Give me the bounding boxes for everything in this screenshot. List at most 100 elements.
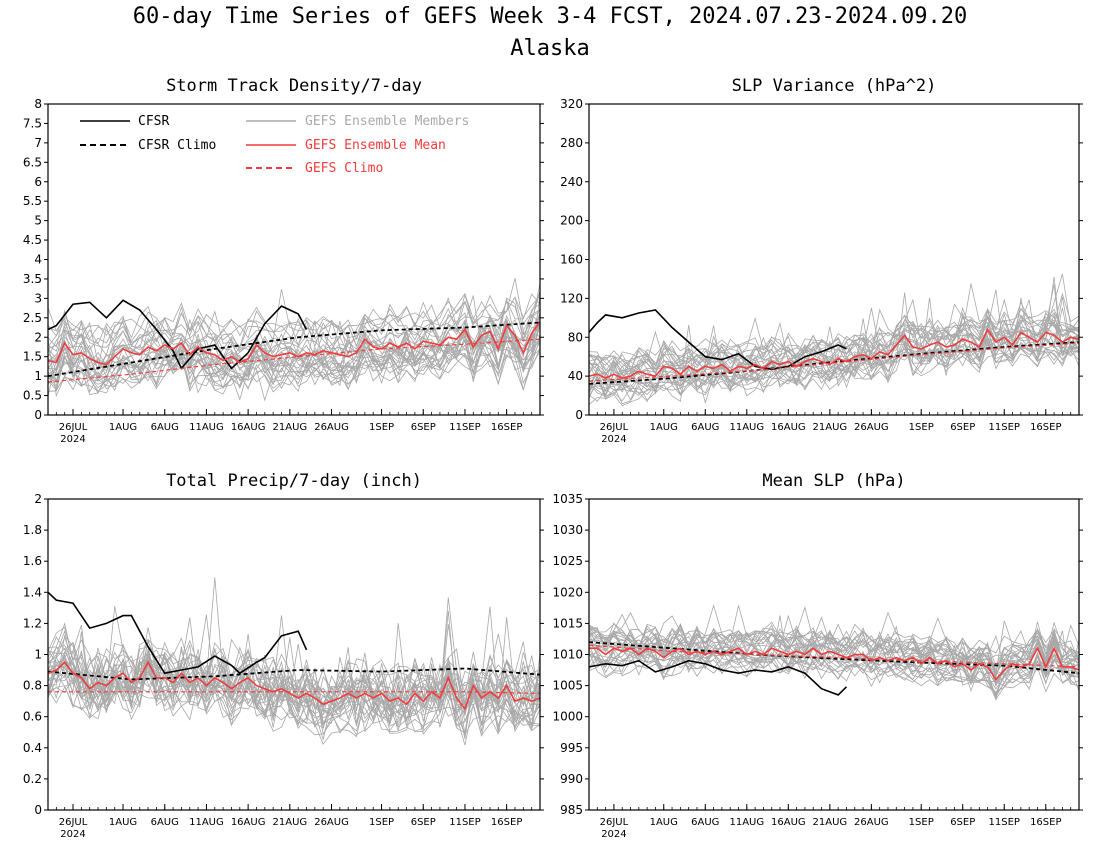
plot-area xyxy=(48,278,540,402)
x-tick-label: 6SEP xyxy=(950,817,975,828)
plot-frame xyxy=(47,498,541,811)
y-tick-label: 6 xyxy=(34,175,42,189)
x-tick-label: 21AUG xyxy=(273,817,308,828)
y-tick-label: 320 xyxy=(560,97,583,111)
x-tick-label: 11AUG xyxy=(189,422,224,433)
x-tick-label: 16AUG xyxy=(231,817,266,828)
y-tick-label: 80 xyxy=(568,330,583,344)
cfsr-line xyxy=(48,591,308,675)
y-tick-label: 1025 xyxy=(552,554,583,568)
ens-mean-line xyxy=(589,327,1079,379)
ensemble-member-line xyxy=(48,278,540,356)
ensemble-member-line xyxy=(48,337,540,401)
ensemble-member-line xyxy=(589,639,1079,688)
ensemble-member-line xyxy=(48,321,540,378)
cfsr-climo-line xyxy=(48,321,540,377)
cfsr-line xyxy=(48,299,308,370)
ensemble-member-line xyxy=(589,297,1079,401)
x-tick-label: 1SEP xyxy=(369,422,394,433)
chart-panel-1: Storm Track Density/7-day 0 0.5 1 1.5 2 2.5 3 3.… xyxy=(23,76,544,445)
y-tick-label: 0.4 xyxy=(23,741,42,755)
ensemble-member-line xyxy=(589,638,1079,697)
figure-subtitle: Alaska xyxy=(510,36,590,61)
ensemble-member-line xyxy=(589,308,1079,373)
x-tick-label: 11SEP xyxy=(449,817,480,828)
y-tick-label: 1010 xyxy=(552,648,583,662)
panel-title: SLP Variance (hPa^2) xyxy=(732,76,937,96)
panel-title: Total Precip/7-day (inch) xyxy=(166,471,422,491)
x-tick-label: 6SEP xyxy=(411,422,436,433)
legend: CFSR CFSR Climo GEFS Ensemble Members GEFS … xyxy=(80,114,469,176)
x-tick-label: 21AUG xyxy=(273,422,308,433)
y-tick-label: 1.6 xyxy=(23,554,42,568)
y-tick-label: 1.8 xyxy=(23,523,42,537)
ensemble-member-line xyxy=(48,646,540,717)
plot-area xyxy=(48,577,540,746)
x-tick-label: 16AUG xyxy=(231,422,266,433)
x-tick-label: 26JUL xyxy=(59,817,88,828)
x-tick-label: 11AUG xyxy=(729,817,764,828)
y-tick-label: 0.2 xyxy=(23,772,42,786)
x-tick-label: 6AUG xyxy=(151,817,179,828)
x-tick-label: 26JUL xyxy=(59,422,88,433)
y-tick-label: 2 xyxy=(34,492,42,506)
y-tick-label: 160 xyxy=(560,253,583,267)
x-tick-label: 11SEP xyxy=(449,422,480,433)
ensemble-member-line xyxy=(589,289,1079,397)
y-tick-label: 200 xyxy=(560,214,583,228)
ensemble-member-line xyxy=(589,651,1079,701)
plot-area xyxy=(589,273,1079,407)
x-tick-label: 1AUG xyxy=(109,422,137,433)
panel-title: Storm Track Density/7-day xyxy=(166,76,422,96)
cfsr-climo-line xyxy=(589,641,1079,675)
y-tick-label: 1.4 xyxy=(23,585,42,599)
x-tick-label: 16SEP xyxy=(491,422,522,433)
ensemble-member-line xyxy=(589,329,1079,398)
y-tick-label: 40 xyxy=(568,369,583,383)
x-tick-label: 11AUG xyxy=(729,422,764,433)
ensemble-member-line xyxy=(48,319,540,378)
ensemble-member-line xyxy=(589,622,1079,660)
ensemble-member-line xyxy=(48,292,540,342)
y-tick-label: 1020 xyxy=(552,585,583,599)
x-tick-label: 11SEP xyxy=(989,422,1020,433)
y-tick-label: 990 xyxy=(560,772,583,786)
x-tick-label: 1SEP xyxy=(369,817,394,828)
legend-label-ens-mean: GEFS Ensemble Mean xyxy=(305,138,446,153)
y-tick-label: 3.5 xyxy=(23,272,42,286)
x-tick-label: 16SEP xyxy=(491,817,522,828)
y-tick-label: 0.8 xyxy=(23,679,42,693)
x-tick-label: 11SEP xyxy=(989,817,1020,828)
ensemble-member-line xyxy=(589,325,1079,400)
x-tick-label: 26JUL xyxy=(600,817,629,828)
x-tick-label: 6SEP xyxy=(950,422,975,433)
x-tick-label: 26AUG xyxy=(314,422,349,433)
y-tick-label: 6.5 xyxy=(23,155,42,169)
ensemble-member-line xyxy=(589,332,1079,393)
ensemble-member-line xyxy=(48,296,540,345)
y-tick-label: 985 xyxy=(560,803,583,817)
x-tick-label: 1AUG xyxy=(650,817,678,828)
ensemble-member-line xyxy=(48,606,540,713)
panel-title: Mean SLP (hPa) xyxy=(762,471,905,491)
ens-mean-line xyxy=(48,660,540,711)
ensemble-member-line xyxy=(589,299,1079,369)
y-tick-label: 5 xyxy=(34,214,42,228)
ensemble-member-line xyxy=(589,611,1079,667)
plot-area xyxy=(589,604,1079,701)
ensemble-member-line xyxy=(48,626,540,704)
y-tick-label: 1035 xyxy=(552,492,583,506)
x-year-label: 2024 xyxy=(60,829,85,840)
y-tick-label: 1000 xyxy=(552,710,583,724)
x-tick-label: 6SEP xyxy=(411,817,436,828)
x-tick-label: 26AUG xyxy=(854,422,889,433)
x-year-label: 2024 xyxy=(60,434,85,445)
ens-mean-line xyxy=(48,321,540,366)
chart-panel-4: Mean SLP (hPa) 985 990 995 1000 1005 1010 1015 1… xyxy=(552,471,1083,840)
y-tick-label: 5.5 xyxy=(23,194,42,208)
y-tick-label: 7.5 xyxy=(23,116,42,130)
x-tick-label: 26JUL xyxy=(600,422,629,433)
ensemble-member-line xyxy=(48,658,540,735)
gefs-climo-line xyxy=(48,691,540,694)
x-tick-label: 6AUG xyxy=(691,422,719,433)
